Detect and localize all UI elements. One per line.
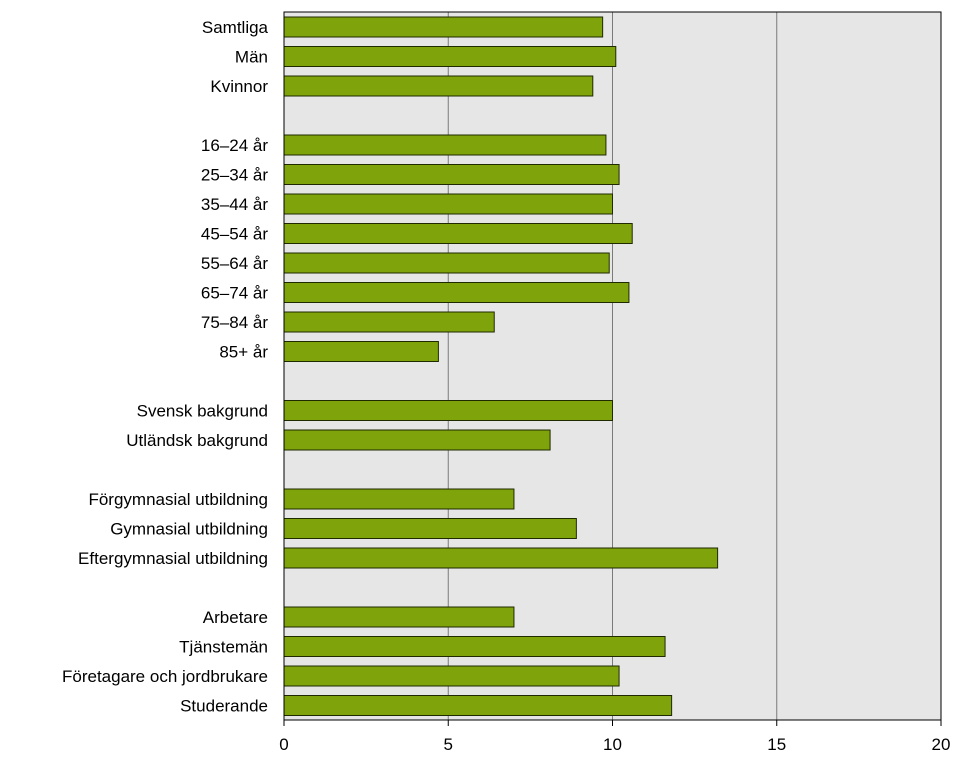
- category-label: Samtliga: [202, 18, 269, 37]
- category-labels: Samtliga Män Kvinnor 16–24 år 25–34 år 35–44 …: [62, 18, 269, 716]
- category-label: 16–24 år: [201, 136, 268, 155]
- bar: [283, 488, 515, 510]
- bar: [283, 547, 719, 569]
- category-label: Förgymnasial utbildning: [88, 490, 268, 509]
- category-label: Män: [235, 48, 268, 67]
- grid-lines: [447, 12, 778, 720]
- bar: [283, 75, 594, 97]
- category-label: Utländsk bakgrund: [126, 431, 268, 450]
- category-label: Studerande: [180, 697, 268, 716]
- bar: [283, 606, 515, 628]
- category-label: 85+ år: [219, 343, 268, 362]
- bar: [283, 16, 604, 38]
- bar: [283, 429, 551, 451]
- category-label: 65–74 år: [201, 284, 268, 303]
- category-label: Företagare och jordbrukare: [62, 667, 268, 686]
- bar: [283, 665, 620, 687]
- bar: [283, 341, 439, 362]
- category-label: Eftergymnasial utbildning: [78, 549, 268, 568]
- category-label: 75–84 år: [201, 313, 268, 332]
- category-label: Kvinnor: [210, 77, 268, 96]
- category-label: 35–44 år: [201, 195, 268, 214]
- bar: [283, 695, 673, 716]
- category-label: 25–34 år: [201, 166, 268, 185]
- x-tick-label: 0: [279, 735, 288, 754]
- x-tick-label: 5: [444, 735, 453, 754]
- bar: [283, 311, 495, 333]
- x-tick-label: 10: [603, 735, 622, 754]
- category-label: Tjänstemän: [179, 638, 268, 657]
- category-label: 55–64 år: [201, 254, 268, 273]
- x-tick-label: 20: [932, 735, 951, 754]
- category-label: Arbetare: [203, 608, 268, 627]
- bar: [283, 193, 613, 215]
- bar: [283, 164, 620, 185]
- bar: [283, 46, 617, 67]
- bar: [283, 518, 577, 539]
- bar: [283, 134, 607, 156]
- bar: [283, 282, 630, 303]
- bar: [283, 252, 610, 274]
- category-label: Svensk bakgrund: [137, 402, 268, 421]
- bar: [283, 636, 666, 657]
- x-tick-label: 15: [767, 735, 786, 754]
- category-label: Gymnasial utbildning: [110, 520, 268, 539]
- bar: [283, 400, 613, 421]
- category-label: 45–54 år: [201, 225, 268, 244]
- x-axis-ticks: 0 5 10 15 20: [279, 720, 950, 754]
- bar: [283, 223, 633, 244]
